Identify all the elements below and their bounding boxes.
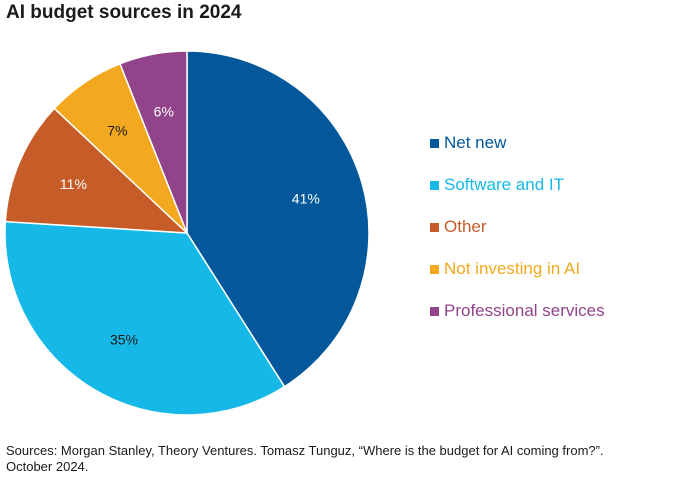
slice-label-other: 11% [60,176,87,192]
chart-legend: Net new Software and IT Other Not investing… [430,122,690,332]
legend-item-not-investing-in-ai: Not investing in AI [430,248,690,290]
legend-swatch [430,138,439,148]
pie-chart: 41% 35% 11% 7% 6% [4,50,370,416]
source-note: Sources: Morgan Stanley, Theory Ventures… [6,443,696,475]
legend-label: Professional services [444,301,605,320]
legend-swatch [430,180,439,190]
legend-swatch [430,222,439,232]
slice-label-professional-services: 6% [154,103,174,119]
pie-slice-software-and-it [4,220,286,416]
legend-label: Software and IT [444,175,565,194]
legend-item-software-and-it: Software and IT [430,164,690,206]
legend-label: Net new [444,133,507,152]
source-line-1: Sources: Morgan Stanley, Theory Ventures… [6,443,604,458]
legend-swatch [430,306,439,316]
legend-label: Other [444,217,487,236]
slice-label-not-investing-in-ai: 7% [107,123,127,139]
pie-slice-professional-services [119,50,188,234]
legend-item-other: Other [430,206,690,248]
chart-title: AI budget sources in 2024 [6,2,242,23]
legend-item-net-new: Net new [430,122,690,164]
legend-item-professional-services: Professional services [430,290,690,332]
pie-slice-other [4,107,188,234]
pie-slice-net-new [186,50,370,388]
legend-swatch [430,264,439,274]
slice-label-software-and-it: 35% [110,332,138,348]
source-line-2: October 2024. [6,459,89,474]
slice-label-net-new: 41% [292,191,320,207]
legend-label: Not investing in AI [444,259,581,278]
